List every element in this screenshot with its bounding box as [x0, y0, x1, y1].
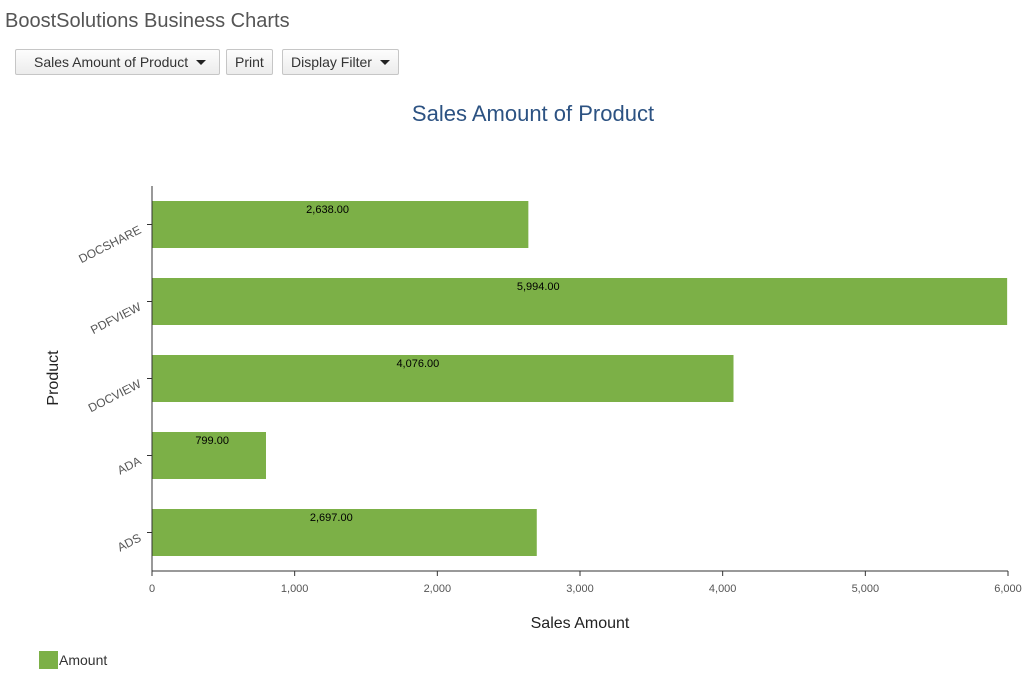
x-axis-label: Sales Amount	[531, 615, 630, 632]
caret-down-icon	[196, 59, 207, 65]
report-select-label: Sales Amount of Product	[34, 54, 189, 70]
x-tick-label: 0	[149, 583, 155, 595]
y-axis-label: Product	[45, 350, 62, 406]
bar-pdfview	[152, 278, 1008, 325]
legend-label: Amount	[59, 652, 107, 668]
chart-title: Sales Amount of Product	[412, 101, 654, 126]
y-tick-label-ads: ADS	[115, 531, 143, 555]
bar-docview	[152, 355, 734, 402]
data-label-ads: 2,697.00	[310, 512, 353, 524]
bar-ads	[152, 509, 537, 556]
y-tick-label-docshare: DOCSHARE	[76, 223, 143, 266]
x-tick-label: 6,000	[994, 583, 1022, 595]
data-label-pdfview: 5,994.00	[517, 281, 560, 293]
x-tick-label: 4,000	[709, 583, 737, 595]
x-tick-label: 5,000	[852, 583, 880, 595]
y-tick-label-pdfview: PDFVIEW	[88, 299, 144, 337]
caret-down-icon	[379, 59, 390, 65]
display-filter-label: Display Filter	[291, 54, 372, 70]
x-tick-label: 1,000	[281, 583, 309, 595]
bar-docshare	[152, 201, 529, 248]
print-label: Print	[235, 54, 264, 70]
data-label-docshare: 2,638.00	[306, 204, 349, 216]
legend-swatch	[39, 651, 58, 669]
plot-area: 2,638.00 DOCSHARE 5,994.00 PDFVIEW 4,076.00 D…	[76, 186, 1022, 595]
x-tick-label: 3,000	[566, 583, 594, 595]
app-title: BoostSolutions Business Charts	[5, 10, 290, 32]
y-tick-label-docview: DOCVIEW	[86, 376, 144, 415]
bar-ada	[152, 432, 266, 479]
print-button[interactable]: Print	[226, 49, 273, 75]
data-label-docview: 4,076.00	[396, 358, 439, 370]
legend: Amount	[39, 651, 107, 669]
x-tick-label: 2,000	[424, 583, 452, 595]
y-tick-label-ada: ADA	[115, 454, 143, 478]
report-select-dropdown[interactable]: Sales Amount of Product	[15, 49, 220, 75]
display-filter-dropdown[interactable]: Display Filter	[282, 49, 399, 75]
data-label-ada: 799.00	[195, 435, 229, 447]
